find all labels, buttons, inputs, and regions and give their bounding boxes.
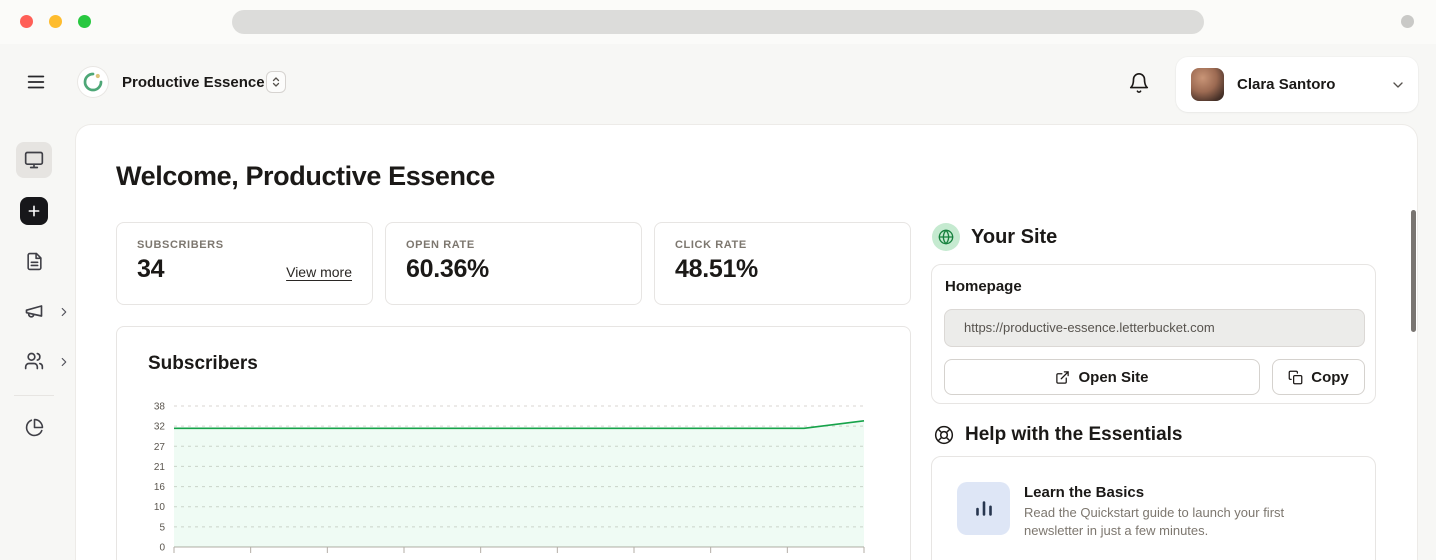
chevrons-up-down-icon bbox=[272, 77, 280, 87]
sidebar-audience-expand[interactable] bbox=[56, 354, 72, 370]
your-site-title: Your Site bbox=[971, 225, 1058, 248]
workspace-switch-button[interactable] bbox=[266, 71, 286, 93]
workspace-logo-icon bbox=[78, 67, 108, 97]
pie-chart-icon bbox=[25, 418, 43, 436]
chevron-right-icon bbox=[61, 307, 67, 317]
sidebar-divider bbox=[14, 395, 54, 396]
sidebar-create-button[interactable] bbox=[20, 197, 48, 225]
plus-icon bbox=[28, 205, 40, 217]
titlebar-dot bbox=[1401, 15, 1414, 28]
copy-label: Copy bbox=[1311, 368, 1349, 386]
help-card: Learn the Basics Read the Quickstart gui… bbox=[931, 456, 1376, 560]
sidebar-item-analytics[interactable] bbox=[16, 409, 52, 445]
chevron-right-icon bbox=[61, 357, 67, 367]
stat-label: SUBSCRIBERS bbox=[137, 239, 224, 251]
chart-title: Subscribers bbox=[148, 353, 258, 374]
help-item-title: Learn the Basics bbox=[1024, 484, 1145, 501]
stat-value: 60.36% bbox=[406, 255, 489, 283]
browser-tab-bar[interactable] bbox=[232, 10, 1204, 34]
notifications-button[interactable] bbox=[1127, 71, 1151, 95]
copy-button[interactable]: Copy bbox=[1272, 359, 1365, 395]
svg-text:10: 10 bbox=[154, 502, 166, 513]
sidebar-broadcasts-expand[interactable] bbox=[56, 304, 72, 320]
svg-text:27: 27 bbox=[154, 442, 166, 453]
stat-value: 48.51% bbox=[675, 255, 758, 283]
workspace-name: Productive Essence bbox=[122, 74, 265, 91]
view-more-link[interactable]: View more bbox=[286, 264, 352, 281]
stat-label: OPEN RATE bbox=[406, 239, 475, 251]
window-minimize-button[interactable] bbox=[49, 15, 62, 28]
copy-icon bbox=[1288, 370, 1303, 384]
subscribers-chart-card: Subscribers 0 5 10 16 21 27 32 38 bbox=[116, 326, 911, 560]
homepage-url-field[interactable]: https://productive-essence.letterbucket.… bbox=[944, 309, 1365, 347]
help-item-description: Read the Quickstart guide to launch your… bbox=[1024, 505, 1285, 539]
svg-text:16: 16 bbox=[154, 482, 166, 493]
sidebar-item-posts[interactable] bbox=[16, 243, 52, 279]
svg-text:21: 21 bbox=[154, 462, 166, 473]
page-title: Welcome, Productive Essence bbox=[116, 161, 495, 191]
megaphone-icon bbox=[25, 305, 43, 318]
sidebar-item-broadcasts[interactable] bbox=[16, 293, 52, 329]
svg-text:0: 0 bbox=[159, 543, 165, 554]
people-icon bbox=[24, 352, 44, 370]
sidebar-item-dashboard[interactable] bbox=[16, 142, 52, 178]
sidebar-item-audience[interactable] bbox=[16, 343, 52, 379]
homepage-label: Homepage bbox=[945, 278, 1022, 295]
open-site-label: Open Site bbox=[1078, 368, 1149, 386]
stat-card-click-rate: CLICK RATE 48.51% bbox=[654, 222, 911, 305]
user-name: Clara Santoro bbox=[1237, 76, 1336, 93]
svg-text:38: 38 bbox=[154, 402, 166, 413]
window-titlebar bbox=[0, 0, 1436, 44]
window-zoom-button[interactable] bbox=[78, 15, 91, 28]
open-site-button[interactable]: Open Site bbox=[944, 359, 1260, 395]
stats-row: SUBSCRIBERS 34 View more OPEN RATE 60.36… bbox=[116, 222, 911, 305]
help-header: Help with the Essentials bbox=[934, 424, 1183, 446]
monitor-icon bbox=[24, 151, 44, 169]
menu-button[interactable] bbox=[24, 70, 48, 94]
bar-chart-icon bbox=[957, 482, 1010, 535]
globe-icon bbox=[932, 223, 960, 251]
homepage-card: Homepage https://productive-essence.lett… bbox=[931, 264, 1376, 404]
svg-text:32: 32 bbox=[154, 422, 166, 433]
lifebuoy-icon bbox=[934, 425, 954, 445]
external-link-icon bbox=[1056, 370, 1070, 384]
stat-value: 34 bbox=[137, 255, 165, 283]
scrollbar-thumb[interactable] bbox=[1411, 210, 1416, 332]
stat-label: CLICK RATE bbox=[675, 239, 747, 251]
user-avatar bbox=[1191, 68, 1224, 101]
bell-icon bbox=[1129, 73, 1149, 93]
main-content: Welcome, Productive Essence SUBSCRIBERS … bbox=[75, 124, 1418, 560]
help-title: Help with the Essentials bbox=[965, 424, 1183, 445]
window-close-button[interactable] bbox=[20, 15, 33, 28]
stat-card-open-rate: OPEN RATE 60.36% bbox=[385, 222, 642, 305]
document-icon bbox=[26, 252, 42, 270]
help-item-text: Learn the Basics Read the Quickstart gui… bbox=[1024, 482, 1316, 540]
learn-basics-item[interactable]: Learn the Basics Read the Quickstart gui… bbox=[957, 482, 1355, 540]
subscribers-line-chart: 0 5 10 16 21 27 32 38 bbox=[154, 402, 865, 554]
site-buttons-row: Open Site Copy bbox=[944, 359, 1365, 395]
user-menu[interactable]: Clara Santoro bbox=[1176, 57, 1418, 112]
app-header: Productive Essence Clara Santoro bbox=[0, 44, 1436, 112]
stat-card-subscribers: SUBSCRIBERS 34 View more bbox=[116, 222, 373, 305]
sidebar bbox=[0, 112, 72, 560]
hamburger-icon bbox=[27, 75, 45, 89]
chevron-down-icon bbox=[1390, 77, 1406, 93]
your-site-header: Your Site bbox=[932, 223, 1057, 251]
svg-text:5: 5 bbox=[159, 522, 165, 533]
